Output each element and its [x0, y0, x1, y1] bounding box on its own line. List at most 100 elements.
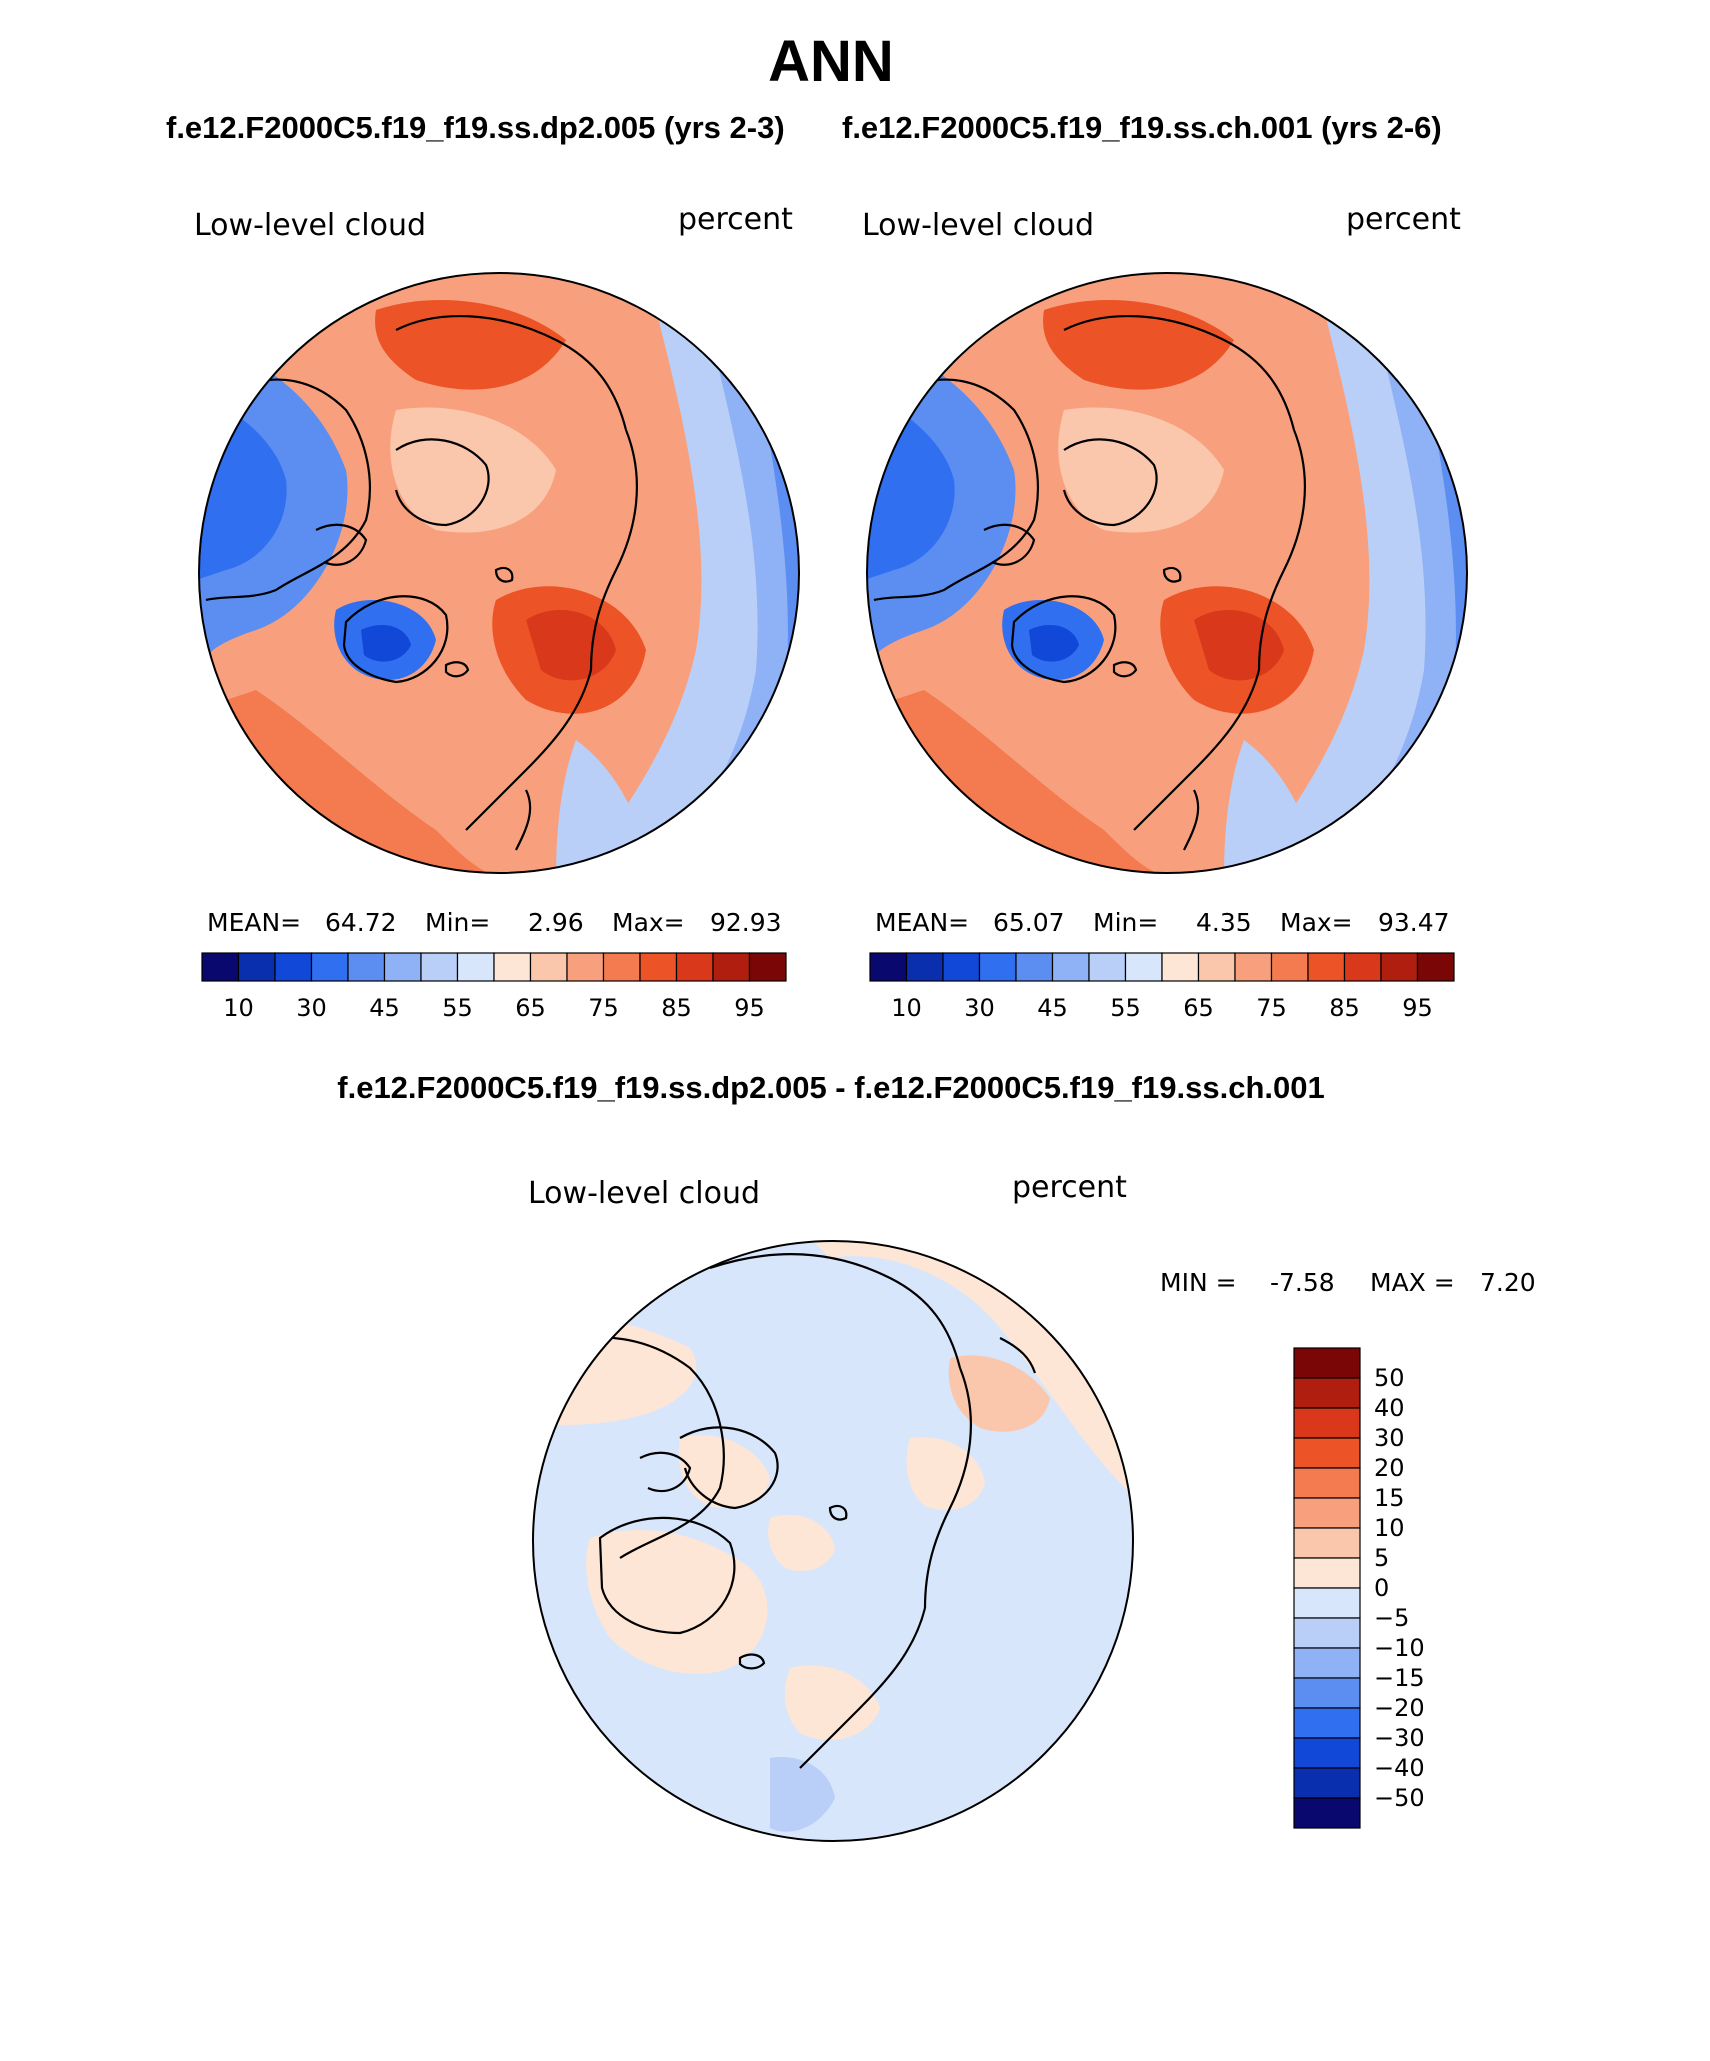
colorbar-box — [1293, 1467, 1361, 1499]
colorbar-tick-label: −15 — [1374, 1664, 1425, 1692]
case-a-title: f.e12.F2000C5.f19_f19.ss.dp2.005 (yrs 2-… — [166, 110, 785, 145]
colorbar-box — [383, 952, 422, 982]
panel1-max-label: Max= — [612, 908, 685, 937]
colorbar-box — [1293, 1677, 1361, 1709]
colorbar-box — [1293, 1707, 1361, 1739]
panel1-map-border — [198, 272, 800, 874]
colorbar-box — [1293, 1767, 1361, 1799]
panel1-polar-map — [198, 272, 800, 874]
figure-title: ANN — [768, 29, 894, 94]
colorbar-box — [1380, 952, 1419, 982]
colorbar-box — [748, 952, 787, 982]
colorbar-tick-label: 75 — [588, 994, 619, 1022]
colorbar-box — [1088, 952, 1127, 982]
colorbar-box — [1197, 952, 1236, 982]
colorbar-tick-label: −20 — [1374, 1694, 1425, 1722]
colorbar-tick-label: 30 — [1374, 1424, 1405, 1452]
panel3-map-border — [532, 1240, 1134, 1842]
case-b-title: f.e12.F2000C5.f19_f19.ss.ch.001 (yrs 2-6… — [842, 110, 1442, 145]
colorbar-box — [1293, 1407, 1361, 1439]
panel2-map-border — [866, 272, 1468, 874]
colorbar-box — [942, 952, 981, 982]
colorbar-tick-label: −10 — [1374, 1634, 1425, 1662]
panel3-min-value: -7.58 — [1270, 1268, 1335, 1297]
panel2-units-label: percent — [1346, 202, 1461, 237]
colorbar-box — [1234, 952, 1273, 982]
panel2-mean-label: MEAN= — [875, 908, 970, 937]
colorbar-tick-label: 65 — [1183, 994, 1214, 1022]
colorbar-box — [1293, 1737, 1361, 1769]
colorbar-tick-label: 95 — [734, 994, 765, 1022]
panel2-max-value: 93.47 — [1378, 908, 1450, 937]
colorbar-box — [1307, 952, 1346, 982]
colorbar-tick-label: 15 — [1374, 1484, 1405, 1512]
colorbar-box — [712, 952, 751, 982]
panel2-max-label: Max= — [1280, 908, 1353, 937]
colorbar-tick-label: 40 — [1374, 1394, 1405, 1422]
panel3-field-label: Low-level cloud — [528, 1176, 761, 1211]
colorbar-box — [978, 952, 1017, 982]
colorbar-box — [905, 952, 944, 982]
colorbar-tick-label: 10 — [223, 994, 254, 1022]
panel1-max-value: 92.93 — [710, 908, 782, 937]
colorbar-box — [1051, 952, 1090, 982]
colorbar-box — [675, 952, 714, 982]
panel2-colorbar-ticks: 10 30 45 55 65 75 85 95 — [891, 994, 1433, 1022]
colorbar-tick-label: −5 — [1374, 1604, 1409, 1632]
colorbar-tick-label: 0 — [1374, 1574, 1389, 1602]
panel3-units-label: percent — [1012, 1170, 1127, 1205]
colorbar-tick-label: 55 — [442, 994, 473, 1022]
colorbar-tick-label: 85 — [1329, 994, 1360, 1022]
colorbar-box — [602, 952, 641, 982]
colorbar-tick-label: 10 — [891, 994, 922, 1022]
panel1-colorbar — [201, 952, 787, 982]
colorbar-box — [1015, 952, 1054, 982]
panel1-mean-value: 64.72 — [325, 908, 397, 937]
colorbar-box — [347, 952, 386, 982]
colorbar-tick-label: 30 — [296, 994, 327, 1022]
colorbar-tick-label: −50 — [1374, 1784, 1425, 1812]
colorbar-box — [1293, 1527, 1361, 1559]
colorbar-tick-label: 45 — [369, 994, 400, 1022]
colorbar-tick-label: 55 — [1110, 994, 1141, 1022]
colorbar-tick-label: −40 — [1374, 1754, 1425, 1782]
colorbar-tick-label: 20 — [1374, 1454, 1405, 1482]
colorbar-box — [639, 952, 678, 982]
colorbar-box — [529, 952, 568, 982]
colorbar-box — [1293, 1647, 1361, 1679]
colorbar-box — [310, 952, 349, 982]
colorbar-box — [1293, 1347, 1361, 1379]
colorbar-tick-label: 75 — [1256, 994, 1287, 1022]
panel1-coastlines — [205, 314, 639, 851]
colorbar-box — [1416, 952, 1455, 982]
colorbar-tick-label: 85 — [661, 994, 692, 1022]
panel2-coastlines — [873, 314, 1307, 851]
panel2-min-label: Min= — [1093, 908, 1159, 937]
colorbar-box — [1293, 1377, 1361, 1409]
colorbar-box — [1270, 952, 1309, 982]
colorbar-box — [456, 952, 495, 982]
colorbar-box — [1293, 1557, 1361, 1589]
panel2-min-value: 4.35 — [1196, 908, 1252, 937]
panel3-coastlines — [549, 1252, 1037, 1769]
colorbar-box — [1293, 1497, 1361, 1529]
diff-title: f.e12.F2000C5.f19_f19.ss.dp2.005 - f.e12… — [337, 1070, 1325, 1105]
colorbar-tick-label: 45 — [1037, 994, 1068, 1022]
colorbar-tick-label: 30 — [964, 994, 995, 1022]
colorbar-tick-label: 50 — [1374, 1364, 1405, 1392]
panel1-colorbar-ticks: 10 30 45 55 65 75 85 95 — [223, 994, 765, 1022]
colorbar-tick-label: 95 — [1402, 994, 1433, 1022]
panel2-colorbar — [869, 952, 1455, 982]
colorbar-box — [1293, 1437, 1361, 1469]
panel3-max-value: 7.20 — [1480, 1268, 1536, 1297]
colorbar-box — [201, 952, 240, 982]
panel3-polar-map — [532, 1240, 1134, 1842]
colorbar-tick-label: 5 — [1374, 1544, 1389, 1572]
panel3-min-label: MIN = — [1160, 1268, 1237, 1297]
colorbar-box — [1293, 1587, 1361, 1619]
panel1-min-value: 2.96 — [528, 908, 584, 937]
colorbar-box — [1343, 952, 1382, 982]
colorbar-box — [869, 952, 908, 982]
colorbar-box — [237, 952, 276, 982]
